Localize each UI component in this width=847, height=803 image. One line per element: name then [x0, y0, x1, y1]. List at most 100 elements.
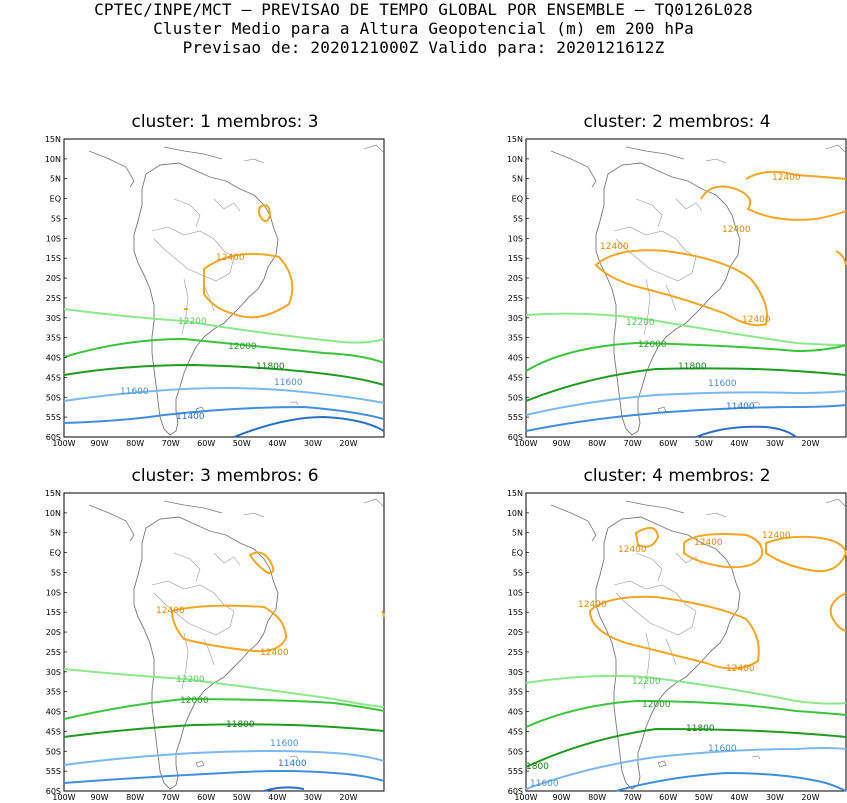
contour-12000 [63, 337, 385, 364]
contour-12400 [634, 526, 660, 548]
lat-tick-label: 5N [512, 175, 523, 184]
contour-label: 11400 [278, 759, 307, 769]
contour-label: 12400 [722, 225, 751, 235]
contour-label: 12400 [156, 606, 185, 616]
lon-tick-label: 30W [766, 793, 784, 802]
contour-label: 12400 [726, 664, 755, 674]
map: 12400 12400 12400 12400 12400 12200 1200… [507, 489, 847, 802]
contour-11800 [63, 363, 385, 386]
lat-tick-label: 15S [508, 254, 523, 263]
lon-tick-label: 90W [91, 439, 109, 447]
lat-tick-label: 35S [508, 688, 523, 697]
contour-11200 [263, 786, 305, 792]
lat-tick-label: 10N [45, 509, 61, 518]
contour-label: 12000 [180, 696, 209, 706]
contour-12400 [745, 170, 847, 180]
contour-11800 [63, 723, 385, 738]
contour-12400 [203, 252, 294, 319]
lat-tick-label: 20S [46, 274, 61, 283]
lat-tick-label: 20S [508, 628, 523, 637]
lat-tick-label: 5N [50, 529, 61, 538]
lat-tick-label: 30S [46, 668, 61, 677]
lat-tick-label: 10N [45, 155, 61, 164]
contour-11600 [63, 387, 385, 404]
lat-tick-label: EQ [512, 195, 523, 204]
lon-tick-label: 80W [588, 793, 606, 802]
lon-tick-label: 50W [233, 439, 251, 447]
lat-tick-label: 45S [46, 373, 61, 382]
contour-12400 [700, 185, 847, 221]
lat-tick-label: 60S [508, 787, 523, 796]
contour-label: 1800 [526, 762, 549, 772]
lat-tick-label: 25S [508, 294, 523, 303]
lat-tick-label: 5N [50, 175, 61, 184]
lat-tick-label: 55S [508, 413, 523, 422]
lat-tick-label: 50S [46, 393, 61, 402]
lat-tick-label: 55S [46, 413, 61, 422]
lat-tick-label: 10S [46, 588, 61, 597]
lat-tick-label: 15N [45, 135, 61, 144]
contour-12400-small [257, 204, 272, 223]
lat-tick-label: 40S [46, 708, 61, 717]
contour-11600 [525, 390, 847, 416]
header-line-2: Cluster Medio para a Altura Geopotencial… [153, 19, 694, 38]
contour-label: 12400 [600, 242, 629, 252]
lon-tick-label: 50W [695, 439, 713, 447]
lat-tick-label: 30S [508, 668, 523, 677]
contour-label: 12200 [626, 318, 655, 328]
panel-title: cluster: 4 membros: 2 [583, 466, 771, 486]
contour-11400 [525, 404, 847, 432]
lat-tick-label: 40S [46, 354, 61, 363]
contour-label: 11600 [270, 739, 299, 749]
lon-tick-label: 60W [659, 793, 677, 802]
contour-label: 12400 [260, 648, 289, 658]
lat-tick-label: 10S [508, 234, 523, 243]
contour-11400 [63, 770, 385, 784]
lat-tick-label: 35S [508, 334, 523, 343]
lon-tick-label: 50W [695, 793, 713, 802]
lon-tick-label: 70W [162, 439, 180, 447]
lat-tick-label: 50S [46, 747, 61, 756]
lat-tick-label: 30S [508, 314, 523, 323]
lat-tick-label: 30S [46, 314, 61, 323]
lat-tick-label: 40S [508, 708, 523, 717]
panel-cluster-3: cluster: 3 membros: 6 12400 12400 12200 … [0, 466, 400, 803]
lat-tick-label: 10S [46, 234, 61, 243]
lon-tick-label: 80W [126, 439, 144, 447]
lat-tick-label: 25S [508, 648, 523, 657]
header-line-1: CPTEC/INPE/MCT — PREVISAO DE TEMPO GLOBA… [94, 0, 753, 19]
map: 12400 12200 12000 11800 11600 11600 1140… [45, 135, 385, 447]
lat-tick-label: 15N [507, 489, 523, 498]
lat-tick-label: 5N [512, 529, 523, 538]
lat-tick-label: 45S [508, 373, 523, 382]
lat-tick-label: 35S [46, 688, 61, 697]
contour-label: 12000 [228, 342, 257, 352]
lat-tick-label: 10S [508, 588, 523, 597]
lon-tick-label: 90W [553, 439, 571, 447]
lon-tick-label: 80W [126, 793, 144, 802]
contour-label: 11600 [274, 378, 303, 388]
contour-label: 11600 [708, 744, 737, 754]
lon-tick-label: 20W [339, 439, 357, 447]
lat-tick-label: 45S [46, 727, 61, 736]
lat-tick-label: EQ [50, 549, 61, 558]
lat-tick-label: 10N [507, 509, 523, 518]
contour-12200 [63, 308, 385, 344]
contour-11800 [525, 727, 847, 768]
contour-12200 [63, 668, 385, 708]
lat-tick-label: 50S [508, 393, 523, 402]
lat-tick-label: 15S [46, 254, 61, 263]
contour-label: 12200 [178, 317, 207, 327]
contour-label: 11600 [120, 387, 149, 397]
lat-tick-label: 40S [508, 354, 523, 363]
contour-11600 [525, 747, 847, 790]
lat-tick-label: 25S [46, 648, 61, 657]
lon-tick-label: 20W [339, 793, 357, 802]
contour-12400 [683, 533, 764, 569]
lon-tick-label: 40W [268, 793, 286, 802]
contour-label: 12400 [578, 600, 607, 610]
lat-tick-label: 20S [508, 274, 523, 283]
lon-tick-label: 40W [730, 793, 748, 802]
contour-12000 [525, 699, 847, 728]
contour-label: 12400 [762, 531, 791, 541]
